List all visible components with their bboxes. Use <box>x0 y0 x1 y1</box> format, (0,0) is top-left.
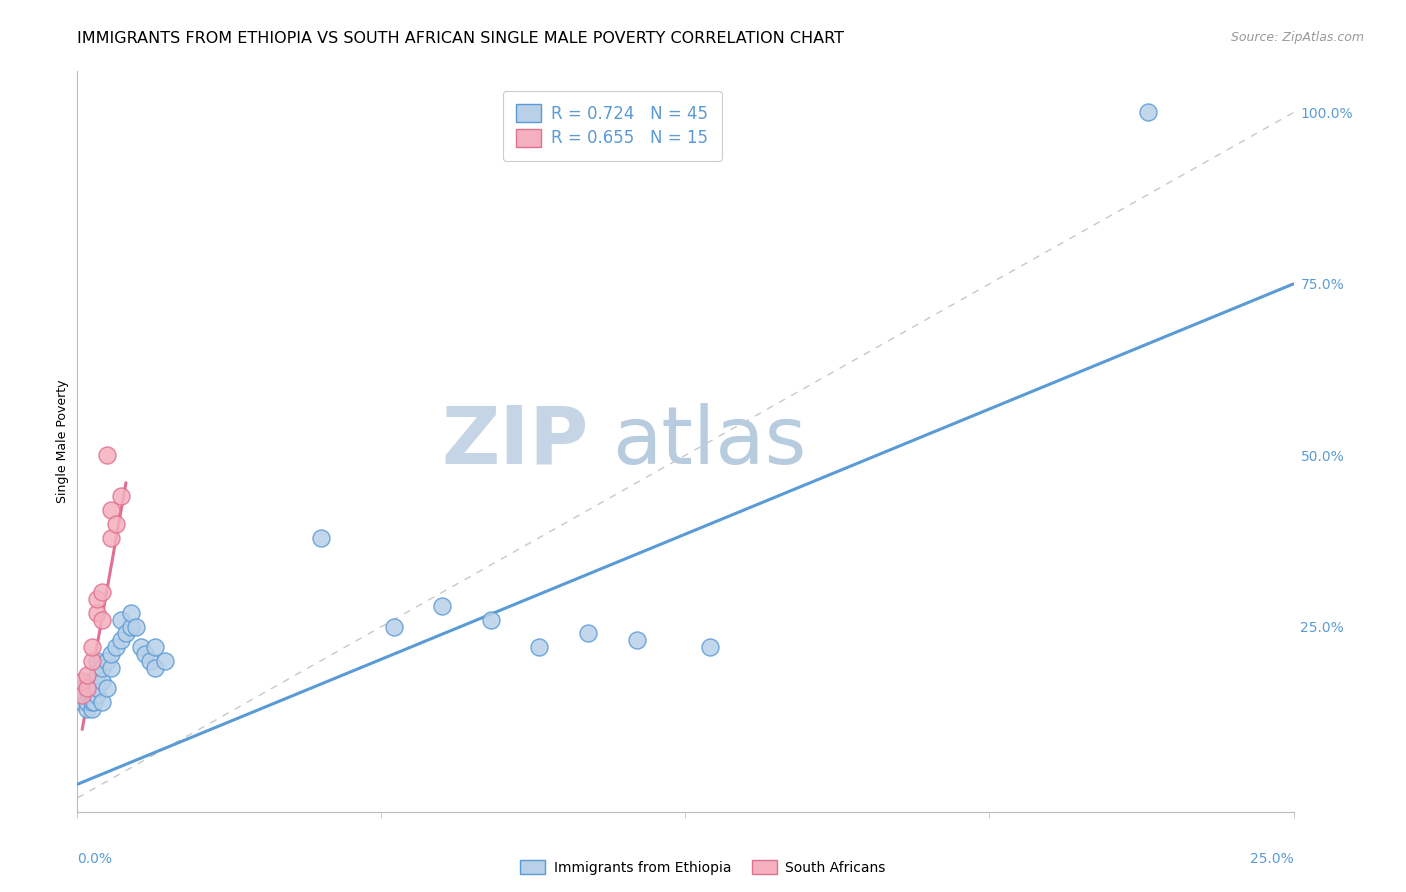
Point <box>100 661 122 675</box>
Point <box>76 681 98 696</box>
Point <box>79 688 101 702</box>
Point <box>80 654 103 668</box>
Point <box>70 688 93 702</box>
Point <box>382 620 405 634</box>
Point <box>125 620 148 634</box>
Text: IMMIGRANTS FROM ETHIOPIA VS SOUTH AFRICAN SINGLE MALE POVERTY CORRELATION CHART: IMMIGRANTS FROM ETHIOPIA VS SOUTH AFRICA… <box>77 31 845 46</box>
Point <box>96 681 118 696</box>
Point <box>86 654 108 668</box>
Legend: Immigrants from Ethiopia, South Africans: Immigrants from Ethiopia, South Africans <box>515 855 891 880</box>
Point <box>139 654 162 668</box>
Point <box>86 688 108 702</box>
Point <box>86 681 108 696</box>
Point <box>90 695 112 709</box>
Point <box>76 681 98 696</box>
Point <box>120 620 142 634</box>
Point <box>90 674 112 689</box>
Point <box>76 695 98 709</box>
Text: 25.0%: 25.0% <box>1250 853 1294 866</box>
Point <box>134 647 156 661</box>
Point <box>70 695 93 709</box>
Point <box>529 640 551 655</box>
Point <box>153 654 176 668</box>
Point <box>80 695 103 709</box>
Point <box>90 585 112 599</box>
Point <box>576 626 599 640</box>
Point <box>86 606 108 620</box>
Y-axis label: Single Male Poverty: Single Male Poverty <box>56 380 69 503</box>
Point <box>1136 105 1159 120</box>
Point <box>96 654 118 668</box>
Point <box>479 613 502 627</box>
Point <box>70 674 93 689</box>
Point <box>83 695 105 709</box>
Point <box>100 531 122 545</box>
Point <box>110 613 132 627</box>
Point <box>90 613 112 627</box>
Point <box>73 688 96 702</box>
Point <box>100 503 122 517</box>
Point <box>699 640 721 655</box>
Point <box>76 702 98 716</box>
Point <box>80 674 103 689</box>
Point <box>626 633 648 648</box>
Text: 0.0%: 0.0% <box>77 853 112 866</box>
Point <box>105 640 128 655</box>
Point <box>430 599 453 613</box>
Point <box>86 667 108 681</box>
Point <box>115 626 138 640</box>
Legend: R = 0.724   N = 45, R = 0.655   N = 15: R = 0.724 N = 45, R = 0.655 N = 15 <box>503 91 721 161</box>
Point <box>143 661 166 675</box>
Point <box>76 667 98 681</box>
Point <box>86 592 108 607</box>
Point <box>309 531 332 545</box>
Point <box>100 647 122 661</box>
Point <box>110 489 132 503</box>
Point <box>143 640 166 655</box>
Point <box>80 688 103 702</box>
Point <box>110 633 132 648</box>
Text: ZIP: ZIP <box>441 402 588 481</box>
Point <box>105 516 128 531</box>
Text: Source: ZipAtlas.com: Source: ZipAtlas.com <box>1230 31 1364 45</box>
Point <box>80 640 103 655</box>
Point <box>90 661 112 675</box>
Text: atlas: atlas <box>613 402 807 481</box>
Point <box>96 448 118 462</box>
Point <box>80 702 103 716</box>
Point <box>129 640 152 655</box>
Point <box>70 681 93 696</box>
Point <box>120 606 142 620</box>
